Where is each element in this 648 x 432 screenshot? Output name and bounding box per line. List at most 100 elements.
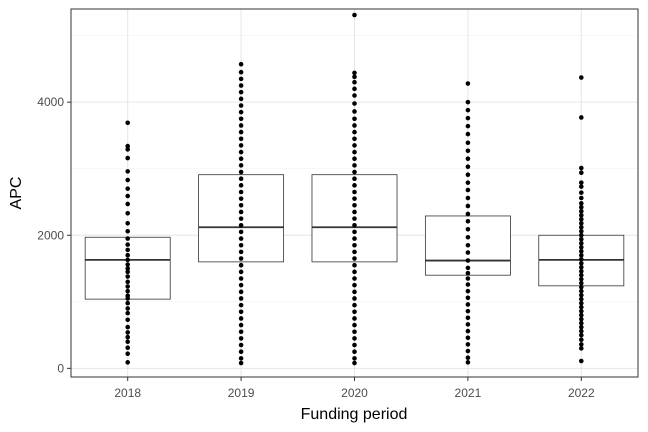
data-point-2018: [125, 252, 130, 258]
data-point-2018: [125, 143, 130, 149]
data-point-2020: [352, 342, 357, 348]
data-point-2019: [238, 336, 244, 341]
data-point-2018: [125, 330, 130, 335]
data-point-2019: [238, 256, 244, 261]
data-point-2019: [238, 302, 244, 308]
data-point-2019: [238, 216, 244, 221]
data-point-2020: [352, 116, 357, 122]
data-point-2022: [579, 296, 584, 302]
y-axis-title: APC: [8, 177, 25, 210]
data-point-2019: [238, 349, 244, 355]
data-point-2021: [465, 315, 471, 321]
data-point-2020: [352, 262, 357, 268]
data-point-2019: [238, 249, 244, 255]
y-tick-label: 0: [57, 361, 64, 375]
data-point-2022: [579, 328, 584, 334]
data-point-2018: [125, 266, 130, 271]
data-point-2019: [238, 183, 244, 188]
data-point-2018: [125, 279, 130, 285]
data-point-2019: [238, 163, 244, 168]
data-point-2019: [238, 360, 244, 366]
data-point-2020: [352, 101, 357, 106]
data-point-2021: [465, 276, 471, 281]
data-point-2022: [579, 252, 584, 258]
data-point-2021: [465, 302, 471, 307]
data-point-2021: [465, 335, 471, 341]
data-point-2022: [579, 248, 584, 254]
data-point-2018: [125, 155, 130, 161]
data-point-2021: [465, 328, 471, 334]
data-point-2019: [238, 69, 244, 75]
data-point-2021: [465, 355, 471, 361]
data-point-2020: [352, 316, 357, 321]
data-point-2019: [238, 149, 244, 155]
data-point-2020: [352, 203, 357, 208]
data-point-2019: [238, 309, 244, 315]
data-point-2019: [238, 136, 244, 142]
data-point-2021: [465, 250, 471, 255]
data-point-2021: [465, 115, 471, 121]
data-point-2018: [125, 310, 130, 316]
data-point-2020: [352, 289, 357, 295]
data-point-2020: [352, 12, 357, 18]
data-point-2020: [352, 309, 357, 315]
x-tick-label: 2022: [568, 386, 595, 400]
data-point-2019: [238, 289, 244, 295]
data-point-2019: [238, 89, 244, 95]
data-point-2020: [352, 336, 357, 341]
data-point-2020: [352, 322, 357, 328]
data-point-2022: [579, 256, 584, 262]
data-point-2022: [579, 342, 584, 347]
data-point-2018: [125, 257, 130, 263]
data-point-2022: [579, 292, 584, 298]
data-point-2022: [579, 180, 584, 185]
data-point-2018: [125, 228, 130, 234]
data-point-2022: [579, 346, 584, 351]
data-point-2021: [465, 360, 471, 365]
x-axis-ticks: 2018 2019 2020 2021 2022: [114, 377, 595, 400]
data-point-2020: [352, 256, 357, 261]
data-point-2020: [352, 276, 357, 281]
data-point-2021: [465, 123, 471, 129]
data-point-2019: [238, 196, 244, 201]
x-tick-label: 2019: [228, 386, 255, 400]
data-point-2020: [352, 176, 357, 181]
data-point-2022: [579, 268, 584, 274]
data-point-2019: [238, 203, 244, 208]
data-point-2018: [125, 351, 130, 357]
data-point-2022: [579, 288, 584, 294]
data-point-2018: [125, 306, 130, 311]
data-point-2020: [352, 70, 357, 76]
data-point-2018: [125, 339, 130, 345]
data-point-2018: [125, 193, 130, 199]
data-point-2018: [125, 247, 130, 253]
data-point-2022: [579, 220, 584, 226]
data-point-2018: [125, 177, 130, 183]
data-point-2022: [579, 260, 584, 266]
data-point-2021: [465, 226, 471, 232]
data-point-2021: [465, 265, 471, 271]
data-point-2022: [579, 324, 584, 330]
data-point-2022: [579, 75, 584, 80]
data-point-2020: [352, 329, 357, 335]
data-point-2019: [238, 169, 244, 175]
data-point-2020: [352, 296, 357, 301]
data-point-2019: [238, 242, 244, 248]
data-point-2019: [238, 156, 244, 162]
data-point-2019: [238, 209, 244, 215]
data-point-2021: [465, 242, 471, 248]
data-point-2018: [125, 284, 130, 289]
data-point-2019: [238, 129, 244, 135]
data-point-2022: [579, 184, 584, 189]
data-point-2021: [465, 148, 471, 154]
data-point-2021: [465, 218, 471, 224]
data-point-2019: [238, 189, 244, 195]
data-point-2021: [465, 156, 471, 162]
data-point-2019: [238, 356, 244, 361]
data-point-2022: [579, 308, 584, 314]
data-point-2018: [125, 300, 130, 306]
data-point-2018: [125, 345, 130, 351]
data-point-2020: [352, 169, 357, 175]
data-point-2021: [465, 211, 471, 217]
data-point-2019: [238, 96, 244, 102]
